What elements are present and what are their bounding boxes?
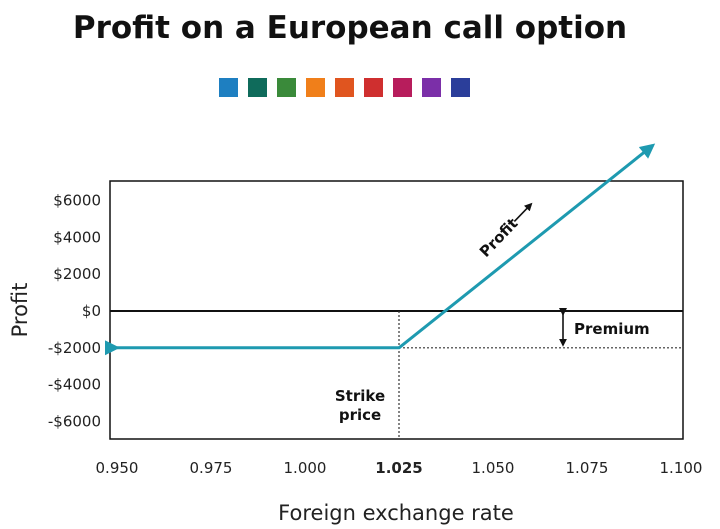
color-swatch-2 (248, 78, 267, 97)
profit-series (105, 143, 656, 356)
premium-label: Premium (574, 320, 650, 338)
color-swatch-8 (422, 78, 441, 97)
y-tick-label: $0 (82, 302, 101, 320)
y-tick-label: -$2000 (48, 339, 101, 357)
chart-title: Profit on a European call option (72, 10, 628, 46)
y-tick-label: -$4000 (48, 376, 101, 394)
color-swatch-row (219, 78, 470, 97)
color-swatch-9 (451, 78, 470, 97)
color-swatch-7 (393, 78, 412, 97)
x-tick-label: 1.050 (472, 459, 515, 477)
y-tick-label: $6000 (53, 192, 101, 210)
x-tick-label: 1.000 (284, 459, 327, 477)
color-swatch-3 (277, 78, 296, 97)
color-swatch-4 (306, 78, 325, 97)
x-tick-label: 1.075 (566, 459, 609, 477)
strike-label-line1: Strike (335, 387, 385, 405)
x-tick-labels: 0.950 0.975 1.000 1.025 1.050 1.075 1.100 (96, 459, 703, 477)
x-tick-label: 1.100 (660, 459, 703, 477)
color-swatch-5 (335, 78, 354, 97)
y-tick-labels: $6000 $4000 $2000 $0 -$2000 -$4000 -$6000 (48, 192, 101, 431)
strike-label-line2: price (339, 406, 381, 424)
profit-annotation: Profit (476, 202, 533, 261)
x-tick-label: 0.975 (190, 459, 233, 477)
profit-annotation-arrow (513, 202, 533, 222)
x-tick-label: 0.950 (96, 459, 139, 477)
y-axis-label: Profit (8, 283, 32, 338)
profit-line (105, 143, 656, 356)
y-tick-label: -$6000 (48, 412, 101, 430)
y-tick-label: $2000 (53, 265, 101, 283)
color-swatch-6 (364, 78, 383, 97)
color-swatch-1 (219, 78, 238, 97)
y-tick-label: $4000 (53, 228, 101, 246)
x-axis-label: Foreign exchange rate (278, 501, 514, 525)
x-tick-label: 1.025 (375, 459, 422, 477)
